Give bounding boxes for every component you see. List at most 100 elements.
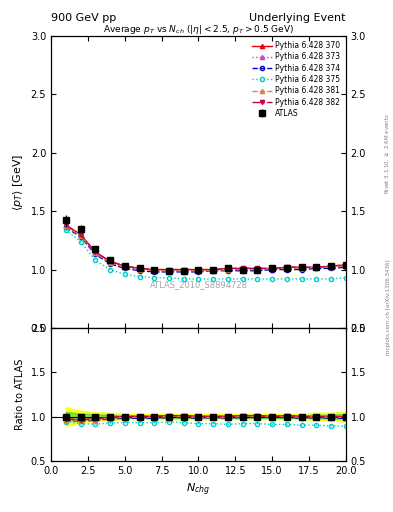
X-axis label: $N_{chg}$: $N_{chg}$ <box>186 481 211 498</box>
Pythia 6.428 381 <box>152 268 156 274</box>
Pythia 6.428 382 <box>329 263 333 269</box>
Pythia 6.428 370 <box>137 265 142 271</box>
Line: Pythia 6.428 381: Pythia 6.428 381 <box>64 224 348 273</box>
Pythia 6.428 375 <box>196 276 201 282</box>
Pythia 6.428 382 <box>241 265 245 271</box>
Pythia 6.428 374 <box>152 269 156 275</box>
Pythia 6.428 374 <box>93 251 98 258</box>
Text: 900 GeV pp: 900 GeV pp <box>51 13 116 23</box>
Pythia 6.428 373 <box>299 265 304 271</box>
Pythia 6.428 374 <box>108 261 112 267</box>
Pythia 6.428 381 <box>226 266 230 272</box>
Pythia 6.428 381 <box>270 265 275 271</box>
Pythia 6.428 370 <box>108 259 112 265</box>
Line: Pythia 6.428 370: Pythia 6.428 370 <box>64 223 348 272</box>
Pythia 6.428 373 <box>137 266 142 272</box>
Pythia 6.428 375 <box>343 274 348 281</box>
Pythia 6.428 373 <box>108 260 112 266</box>
Pythia 6.428 374 <box>285 266 289 272</box>
Pythia 6.428 381 <box>167 268 171 274</box>
Pythia 6.428 374 <box>226 268 230 274</box>
Text: Underlying Event: Underlying Event <box>249 13 346 23</box>
Pythia 6.428 382 <box>314 264 319 270</box>
Pythia 6.428 382 <box>182 266 186 272</box>
Pythia 6.428 374 <box>196 269 201 275</box>
Pythia 6.428 370 <box>241 265 245 271</box>
Pythia 6.428 374 <box>343 264 348 270</box>
Pythia 6.428 375 <box>137 273 142 280</box>
Pythia 6.428 382 <box>196 266 201 272</box>
Pythia 6.428 382 <box>137 265 142 271</box>
Pythia 6.428 374 <box>255 268 260 274</box>
Pythia 6.428 370 <box>196 266 201 272</box>
Pythia 6.428 381 <box>255 266 260 272</box>
Pythia 6.428 373 <box>270 266 275 272</box>
Pythia 6.428 375 <box>329 276 333 282</box>
Pythia 6.428 381 <box>93 250 98 257</box>
Pythia 6.428 375 <box>299 276 304 282</box>
Pythia 6.428 381 <box>108 260 112 266</box>
Pythia 6.428 370 <box>255 265 260 271</box>
Pythia 6.428 373 <box>167 268 171 274</box>
Pythia 6.428 382 <box>270 265 275 271</box>
Pythia 6.428 382 <box>255 265 260 271</box>
Pythia 6.428 382 <box>211 266 216 272</box>
Line: Pythia 6.428 375: Pythia 6.428 375 <box>64 228 348 281</box>
Text: ATLAS_2010_S8894728: ATLAS_2010_S8894728 <box>149 280 248 289</box>
Pythia 6.428 381 <box>343 263 348 269</box>
Pythia 6.428 381 <box>241 266 245 272</box>
Pythia 6.428 374 <box>314 265 319 271</box>
Pythia 6.428 381 <box>314 264 319 270</box>
Pythia 6.428 374 <box>241 268 245 274</box>
Pythia 6.428 373 <box>285 265 289 271</box>
Pythia 6.428 370 <box>270 265 275 271</box>
Legend: Pythia 6.428 370, Pythia 6.428 373, Pythia 6.428 374, Pythia 6.428 375, Pythia 6: Pythia 6.428 370, Pythia 6.428 373, Pyth… <box>251 39 342 119</box>
Text: mcplots.cern.ch [arXiv:1306.3436]: mcplots.cern.ch [arXiv:1306.3436] <box>386 260 391 355</box>
Pythia 6.428 382 <box>226 265 230 271</box>
Pythia 6.428 374 <box>211 268 216 274</box>
Pythia 6.428 382 <box>299 264 304 270</box>
Pythia 6.428 373 <box>314 265 319 271</box>
Title: Average $p_T$ vs $N_{ch}$ ($|\eta| < 2.5$, $p_T > 0.5$ GeV): Average $p_T$ vs $N_{ch}$ ($|\eta| < 2.5… <box>103 23 294 36</box>
Pythia 6.428 374 <box>64 224 68 230</box>
Pythia 6.428 370 <box>329 263 333 269</box>
Pythia 6.428 373 <box>152 268 156 274</box>
Pythia 6.428 370 <box>123 263 127 269</box>
Pythia 6.428 375 <box>285 276 289 282</box>
Pythia 6.428 370 <box>226 265 230 271</box>
Pythia 6.428 375 <box>123 271 127 278</box>
Pythia 6.428 373 <box>196 268 201 274</box>
Pythia 6.428 381 <box>211 268 216 274</box>
Pythia 6.428 375 <box>211 276 216 282</box>
Pythia 6.428 374 <box>167 269 171 275</box>
Pythia 6.428 374 <box>182 269 186 275</box>
Pythia 6.428 375 <box>152 274 156 281</box>
Pythia 6.428 381 <box>137 266 142 272</box>
Line: Pythia 6.428 373: Pythia 6.428 373 <box>64 224 348 273</box>
Pythia 6.428 375 <box>93 257 98 263</box>
Line: Pythia 6.428 382: Pythia 6.428 382 <box>64 223 348 272</box>
Pythia 6.428 375 <box>314 276 319 282</box>
Pythia 6.428 382 <box>108 259 112 265</box>
Pythia 6.428 370 <box>167 266 171 272</box>
Pythia 6.428 373 <box>226 266 230 272</box>
Pythia 6.428 375 <box>226 276 230 282</box>
Pythia 6.428 375 <box>241 276 245 282</box>
Pythia 6.428 375 <box>78 239 83 245</box>
Pythia 6.428 370 <box>314 264 319 270</box>
Pythia 6.428 382 <box>152 266 156 272</box>
Pythia 6.428 381 <box>285 265 289 271</box>
Pythia 6.428 382 <box>123 263 127 269</box>
Pythia 6.428 373 <box>182 268 186 274</box>
Pythia 6.428 374 <box>270 266 275 272</box>
Pythia 6.428 373 <box>329 264 333 270</box>
Pythia 6.428 381 <box>182 268 186 274</box>
Pythia 6.428 375 <box>108 266 112 272</box>
Y-axis label: Ratio to ATLAS: Ratio to ATLAS <box>15 359 25 430</box>
Pythia 6.428 381 <box>64 223 68 229</box>
Pythia 6.428 374 <box>299 266 304 272</box>
Pythia 6.428 370 <box>299 264 304 270</box>
Pythia 6.428 373 <box>211 268 216 274</box>
Pythia 6.428 375 <box>255 276 260 282</box>
Pythia 6.428 382 <box>343 262 348 268</box>
